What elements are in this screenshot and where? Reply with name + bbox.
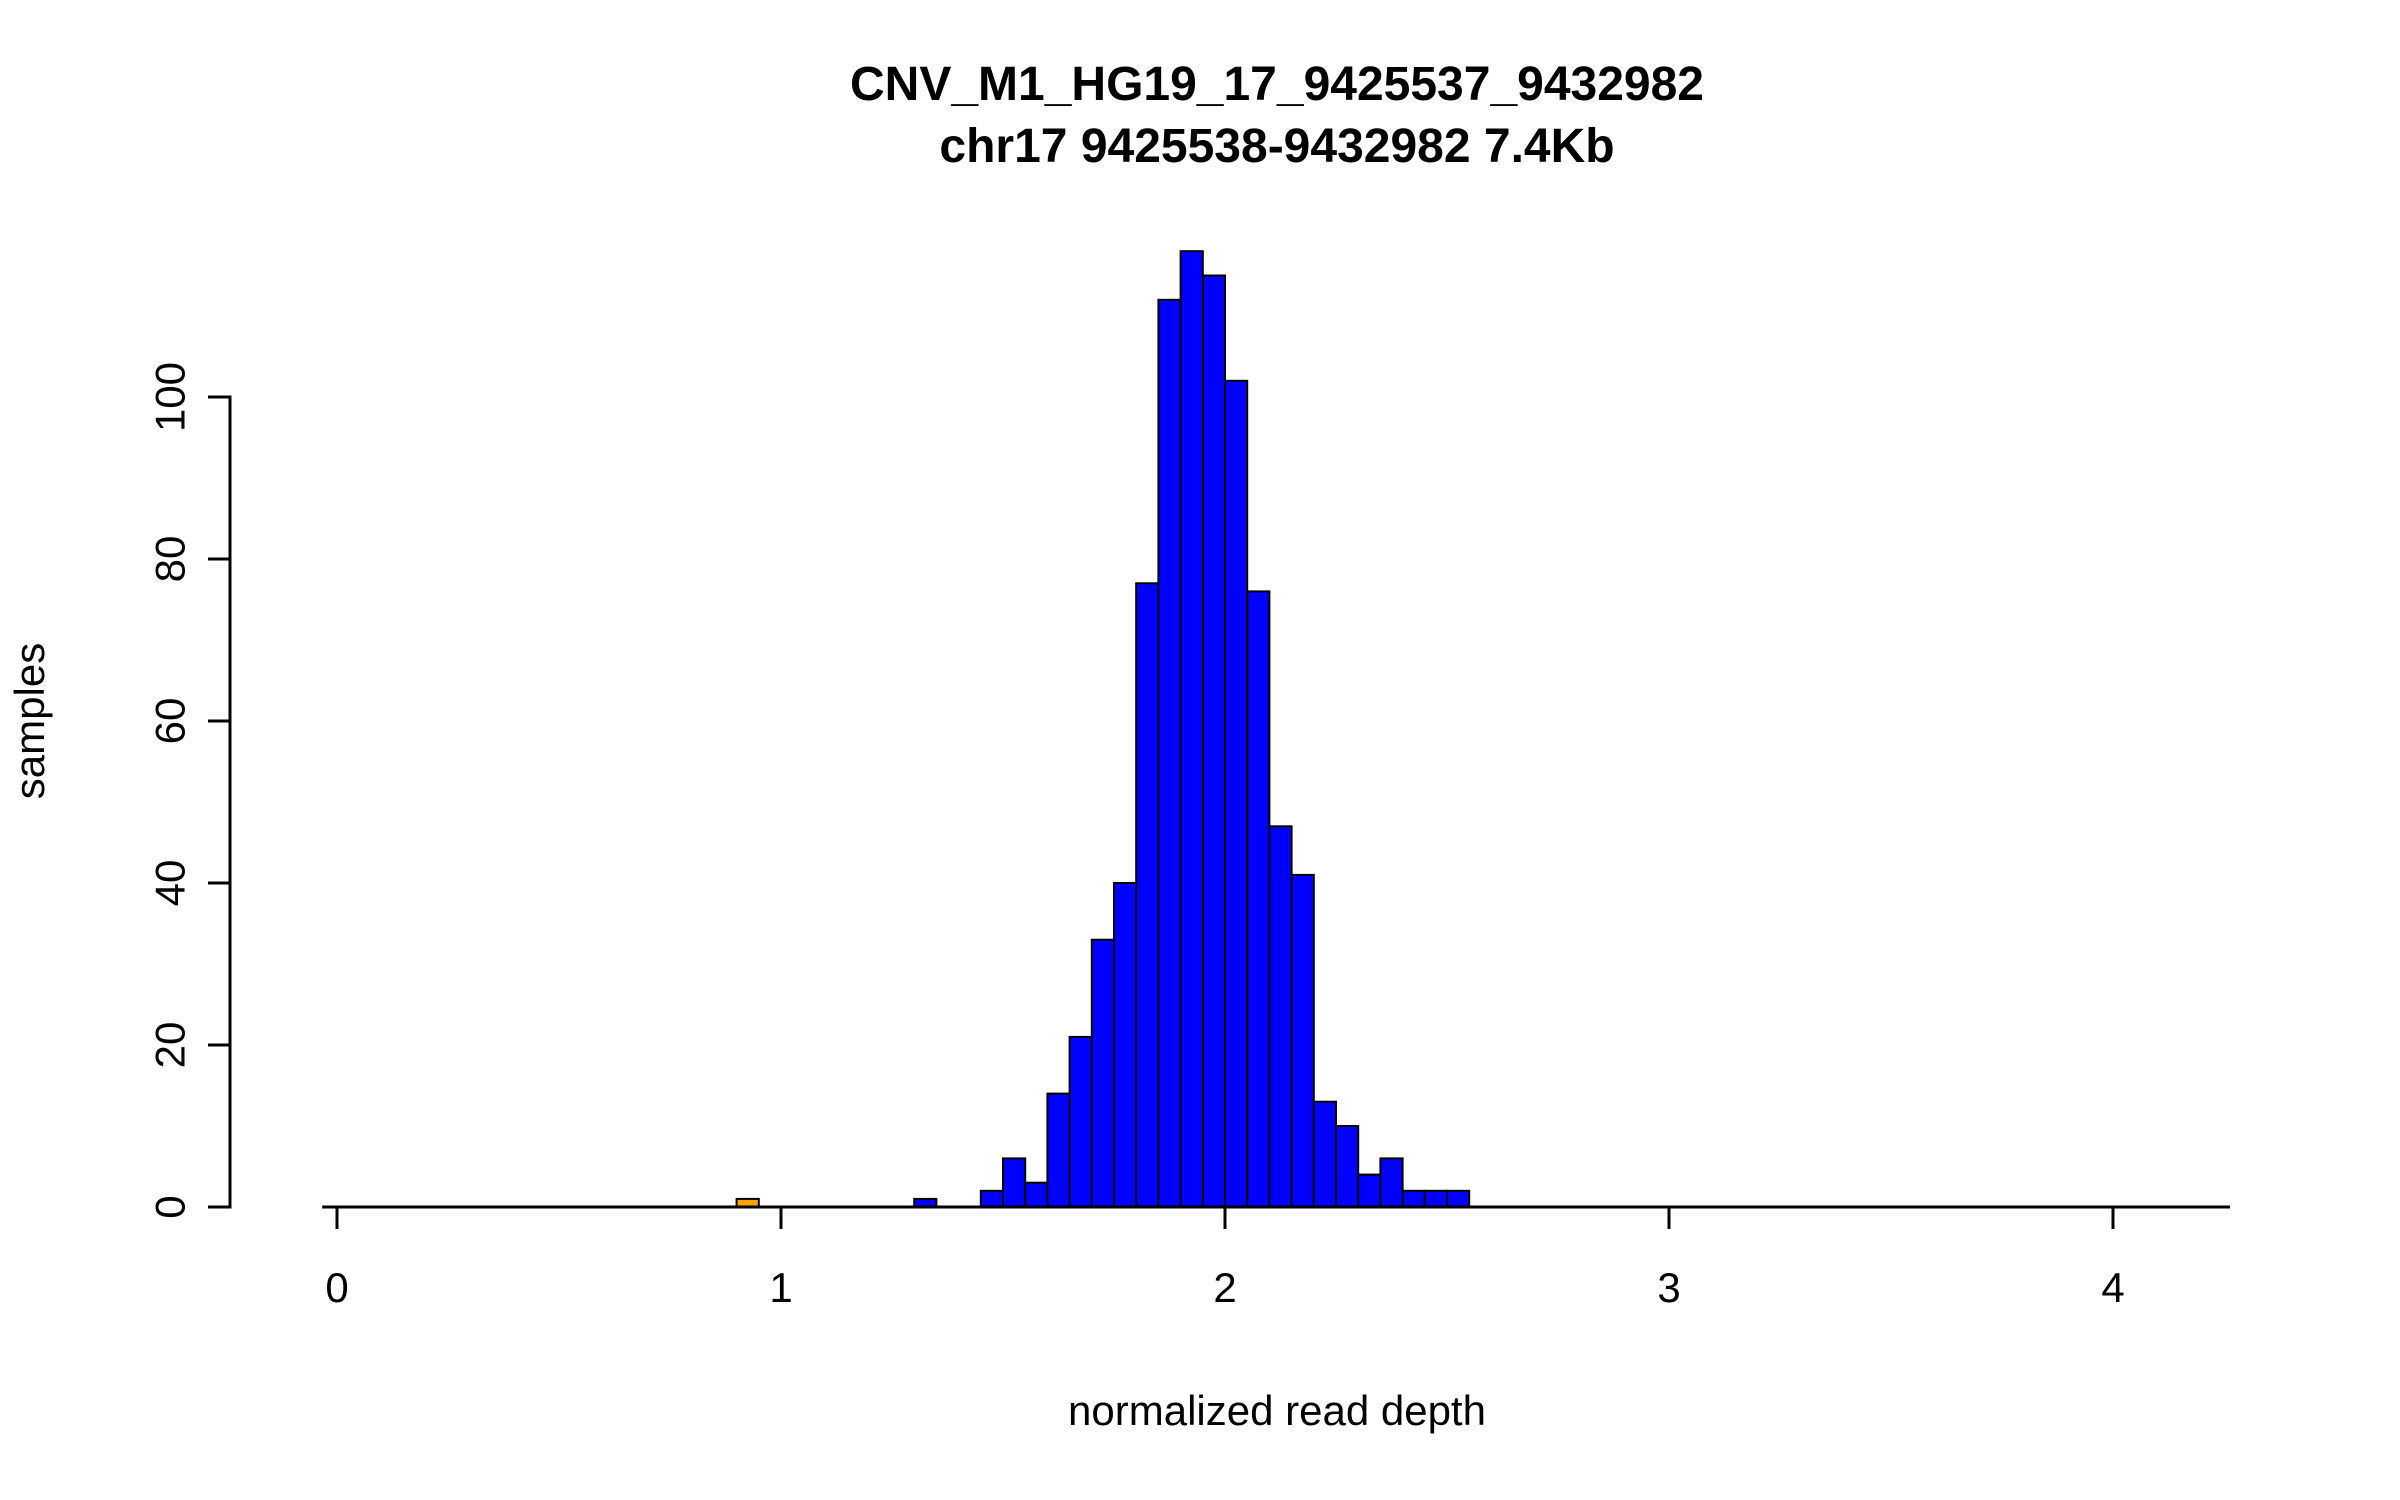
x-tick-label: 3: [1657, 1264, 1680, 1311]
y-tick-label: 0: [147, 1195, 194, 1218]
histogram-bar: [1113, 882, 1138, 1208]
histogram-bar: [1157, 298, 1182, 1208]
histogram-bar: [1335, 1125, 1360, 1208]
y-tick-label: 100: [147, 362, 194, 432]
histogram-bar: [1423, 1189, 1449, 1209]
histogram-bar: [979, 1189, 1004, 1209]
chart-title: CNV_M1_HG19_17_9425537_9432982: [850, 58, 1704, 111]
histogram-bar: [1090, 938, 1116, 1208]
histogram-bar: [1068, 1035, 1093, 1209]
histogram-bar: [1135, 582, 1160, 1208]
histogram-bar: [1312, 1100, 1338, 1208]
x-tick-label: 0: [325, 1264, 348, 1311]
y-tick-label: 60: [147, 698, 194, 745]
histogram-bar: [1224, 379, 1249, 1208]
histogram-bar: [1268, 825, 1293, 1208]
y-tick-label: 20: [147, 1022, 194, 1069]
histogram-bar: [1002, 1157, 1027, 1209]
bars-group: [735, 250, 1471, 1209]
histogram-bar: [1401, 1189, 1426, 1209]
histogram-bar: [1246, 590, 1271, 1208]
histogram-bar: [1024, 1181, 1049, 1208]
x-tick-label: 2: [1213, 1264, 1236, 1311]
histogram-bar: [1379, 1157, 1404, 1209]
chart-subtitle: chr17 9425538-9432982 7.4Kb: [939, 120, 1614, 173]
histogram-bar: [1046, 1092, 1071, 1208]
x-axis-label: normalized read depth: [1068, 1387, 1486, 1434]
histogram-bar: [1357, 1173, 1382, 1208]
x-tick-label: 4: [2101, 1264, 2124, 1311]
histogram-bar: [1446, 1189, 1471, 1209]
y-tick-label: 80: [147, 536, 194, 583]
y-axis-label: samples: [6, 643, 53, 799]
histogram-bar: [1201, 274, 1227, 1208]
x-tick-label: 1: [769, 1264, 792, 1311]
histogram-bar: [1179, 250, 1204, 1208]
histogram-bar: [1290, 873, 1315, 1209]
y-tick-label: 40: [147, 860, 194, 907]
